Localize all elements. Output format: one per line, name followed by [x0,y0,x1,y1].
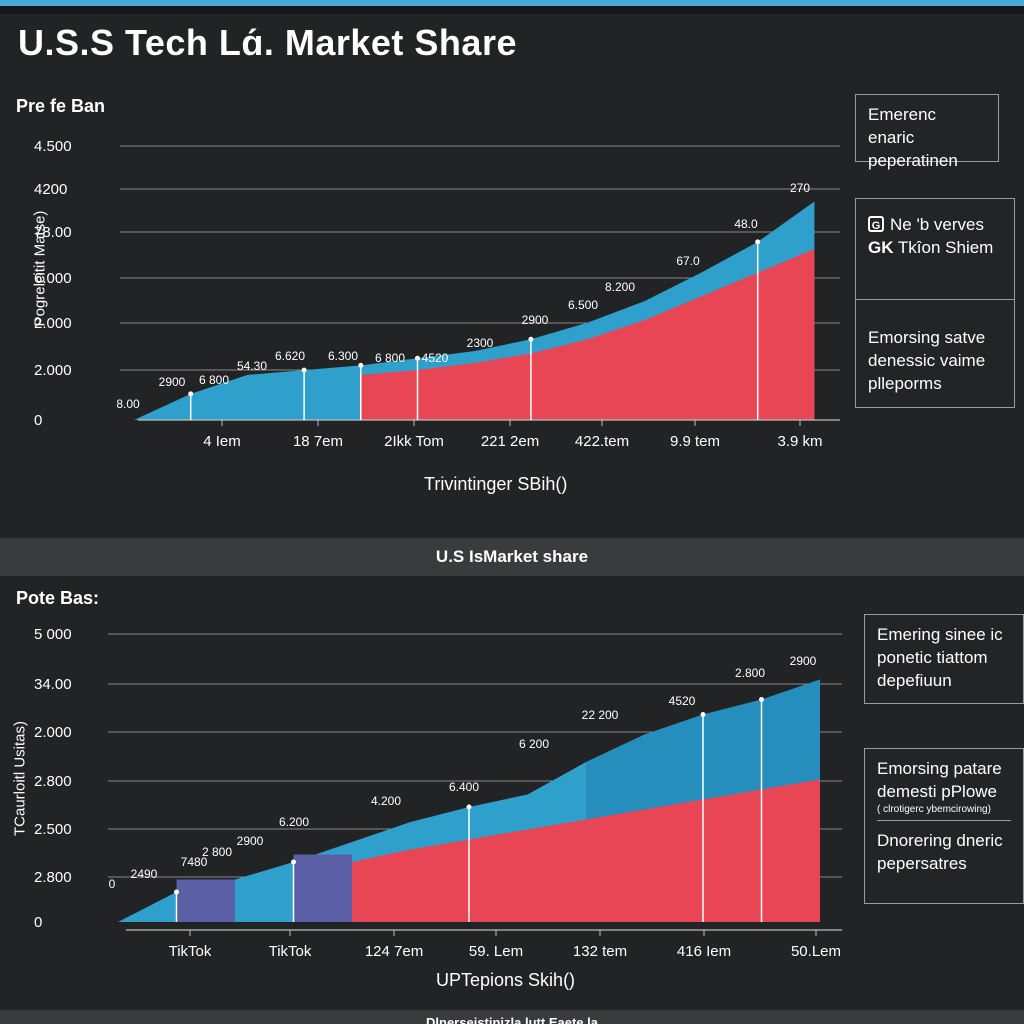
chart2-marker-point [700,712,706,717]
chart1-y-tick-label: 4.500 [34,138,72,155]
chart2-data-label: 6.400 [449,780,479,794]
chart2-x-tick-label: TikTok [169,943,212,960]
chart1-y-tick-label: 4200 [34,181,67,198]
chart1-legend-badge-gk: GK [868,238,894,257]
chart2-data-label: 2 800 [202,845,232,859]
chart1-data-label: 6 800 [375,351,405,365]
chart2-legend-box-1: Emering sinee ic ponetic tiattom depefiu… [864,614,1024,704]
chart2-legend-2-note: ( clrotigerc ybemcirowing) [877,803,1011,821]
chart1-data-label: 8.200 [605,280,635,294]
chart1-legend-box-1: Emerenc enaric peperatinen [855,94,999,170]
chart2-y-tick-label: 2.800 [34,773,72,790]
chart2-x-tick-label: 50.Lem [791,943,841,960]
chart1-legend-box-2: G Ne 'b verves GK Tkîon Shiem Emorsing sa… [855,198,1015,408]
chart1-legend-2-line1: Ne 'b verves [890,215,984,234]
chart2-legend-2-line2: demesti pPlowe [877,782,998,801]
chart1-marker-point [528,336,534,342]
chart1-x-tick-label: 2Ikk Tom [384,433,444,450]
top-divider [0,6,1024,14]
chart2-x-tick-label: TikTok [269,943,312,960]
chart1-subtitle: Pre fe Ban [16,96,106,116]
chart2-data-label: 7480 [181,855,208,869]
chart1-y-tick-label: 6.000 [34,270,72,287]
chart2-data-label: 0 [109,877,116,891]
chart1-x-axis-title: Trivintinger SBih() [424,474,568,494]
chart2-series-purple-block [176,879,235,922]
chart2-subtitle: Pote Bas: [16,588,100,608]
chart1-x-tick-label: 4 Iem [203,433,241,450]
chart1-y-tick-label: 78.00 [34,224,72,241]
chart2-data-label: 6.200 [279,815,309,829]
chart1-data-label: 2900 [522,313,549,327]
chart2-data-label: 2490 [131,867,158,881]
chart1-data-label: 48.0 [734,217,758,231]
chart1-plot: 4.500 4200 78.00 6.000 2.000 2.000 0 4 Iem 18 7e… [34,138,840,450]
chart1-data-label: 6 800 [199,373,229,387]
chart2-data-label: 4520 [669,694,696,708]
chart2-data-label: 2900 [790,654,817,668]
chart1-x-tick-label: 422.tem [575,433,629,450]
chart2-data-label: 4.200 [371,794,401,808]
chart1-marker-point [188,391,194,397]
chart2-legend-1-text: Emering sinee ic ponetic tiattom depefiu… [877,625,1003,690]
section-divider-band: U.S IsMarket share [0,538,1024,576]
chart2-legend-3-text: Dnorering dneric pepersatres [877,831,1003,873]
chart1-y-tick-label: 2.000 [34,362,72,379]
chart2-x-tick-label: 416 Iem [677,943,731,960]
chart1-series-red-area [360,249,815,420]
chart1-legend-1-text: Emerenc enaric peperatinen [868,105,958,170]
chart2-marker-point [291,859,296,865]
chart2-marker-point [174,889,179,895]
chart2-legend-2-line1: Emorsing patare [877,759,1002,778]
chart1-data-label: 67.0 [676,254,700,268]
chart1-data-label: 6.620 [275,349,305,363]
chart1-data-label: 4520 [422,351,449,365]
chart1-data-label: 6.500 [568,298,598,312]
page-title: U.S.S Tech Lɑ́. Market Share [18,22,517,63]
chart2-data-label: 2.800 [735,666,765,680]
chart1-x-tick-label: 3.9 km [777,433,822,450]
chart1-marker-point [301,367,307,373]
chart2-series-purple-block [293,854,352,922]
chart2-y-tick-label: 0 [34,914,42,931]
chart1-data-label: 270 [790,181,810,195]
chart2-y-tick-label: 2.000 [34,724,72,741]
chart2-data-label: 6 200 [519,737,549,751]
chart2-marker-point [466,804,472,810]
chart2-y-tick-label: 34.00 [34,676,72,693]
chart1-legend-badge-g: G [868,216,884,232]
chart1-data-label: 8.00 [116,397,140,411]
chart1-data-label: 2300 [467,336,494,350]
chart1-legend-3-text: Emorsing satve denessic vaime plleporms [868,328,986,393]
chart1-marker-point [358,362,364,368]
chart2-marker-point [759,697,764,702]
chart2-y-tick-label: 2.800 [34,869,72,886]
chart1-x-tick-label: 18 7em [293,433,343,450]
chart2-legend-box-2: Emorsing patare demesti pPlowe ( clrotig… [864,748,1024,904]
chart1-marker-point [415,355,420,361]
top-accent-bar [0,0,1024,6]
chart1-data-label: 2900 [159,375,186,389]
chart2-y-tick-label: 5 000 [34,626,72,643]
chart1-data-label: 54.30 [237,359,267,373]
chart2-y-tick-label: 2.500 [34,821,72,838]
chart1-y-tick-label: 0 [34,412,42,429]
chart1-y-tick-label: 2.000 [34,315,72,332]
chart1-legend-2-line2: Tkîon Shiem [897,238,994,257]
chart1-marker-point [755,239,761,245]
chart1-x-tick-label: 221 2em [481,433,539,450]
chart1-x-tick-label: 9.9 tem [670,433,720,450]
chart2-data-label: 2900 [237,834,264,848]
chart2-x-tick-label: 59. Lem [469,943,523,960]
footer-band: Dlnerseistinizla lutt Eaete la [0,1010,1024,1024]
chart2-x-tick-label: 124 7em [365,943,423,960]
chart2-x-tick-label: 132 tem [573,943,627,960]
chart2-data-label: 22 200 [582,708,619,722]
chart1-data-label: 6.300 [328,349,358,363]
chart2-x-axis-title: UPTepions Skih() [436,970,576,990]
